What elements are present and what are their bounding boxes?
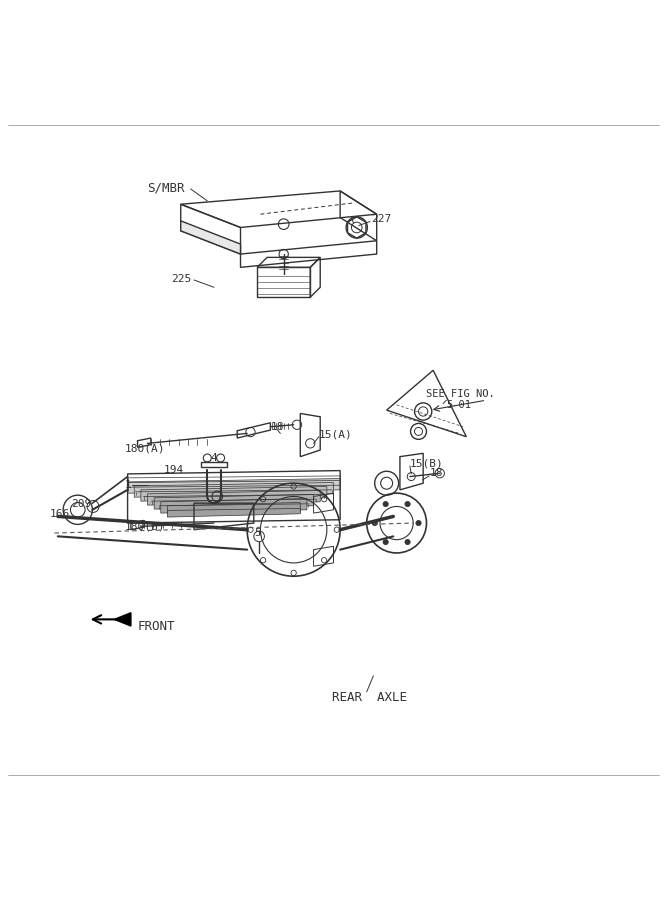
- Text: 15(A): 15(A): [319, 429, 353, 439]
- Text: 4: 4: [211, 453, 217, 463]
- Polygon shape: [127, 479, 340, 493]
- Polygon shape: [114, 613, 131, 626]
- Polygon shape: [181, 220, 241, 254]
- Polygon shape: [141, 487, 327, 501]
- Circle shape: [416, 520, 421, 526]
- Text: 209: 209: [71, 500, 91, 509]
- Circle shape: [405, 501, 410, 507]
- Polygon shape: [147, 491, 320, 505]
- Text: 18: 18: [430, 468, 444, 478]
- Text: 18: 18: [270, 422, 284, 432]
- Text: 180(A): 180(A): [124, 443, 165, 453]
- Polygon shape: [167, 502, 300, 518]
- Text: 5-01: 5-01: [446, 400, 472, 410]
- Text: REAR  AXLE: REAR AXLE: [332, 690, 407, 704]
- Polygon shape: [161, 499, 307, 513]
- Circle shape: [405, 539, 410, 544]
- Text: 194: 194: [164, 465, 184, 475]
- Text: 15(B): 15(B): [410, 458, 444, 468]
- Text: FRONT: FRONT: [137, 619, 175, 633]
- Text: 1: 1: [124, 481, 131, 491]
- Text: 166: 166: [49, 509, 69, 519]
- Text: 225: 225: [171, 274, 191, 284]
- Text: 5: 5: [253, 528, 261, 538]
- Circle shape: [383, 501, 388, 507]
- Polygon shape: [134, 482, 334, 497]
- Text: 180(B): 180(B): [124, 521, 165, 531]
- Text: S/MBR: S/MBR: [147, 181, 185, 194]
- Text: SEE FIG NO.: SEE FIG NO.: [426, 389, 495, 399]
- Circle shape: [372, 520, 378, 526]
- Polygon shape: [154, 494, 313, 509]
- Circle shape: [383, 539, 388, 544]
- Text: 227: 227: [372, 214, 392, 224]
